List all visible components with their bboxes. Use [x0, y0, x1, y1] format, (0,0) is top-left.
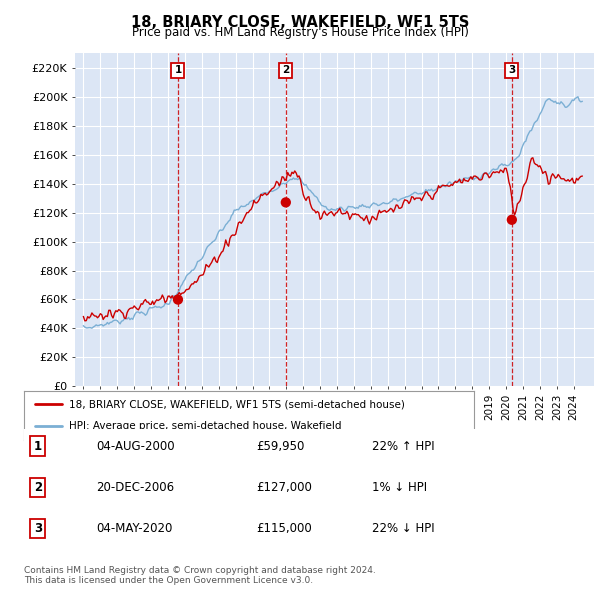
- Text: HPI: Average price, semi-detached house, Wakefield: HPI: Average price, semi-detached house,…: [69, 421, 341, 431]
- Text: 3: 3: [508, 65, 515, 76]
- Text: 22% ↓ HPI: 22% ↓ HPI: [372, 522, 434, 535]
- Text: 18, BRIARY CLOSE, WAKEFIELD, WF1 5TS (semi-detached house): 18, BRIARY CLOSE, WAKEFIELD, WF1 5TS (se…: [69, 399, 405, 409]
- Point: [507, 215, 517, 224]
- Text: Price paid vs. HM Land Registry's House Price Index (HPI): Price paid vs. HM Land Registry's House …: [131, 26, 469, 39]
- Text: 3: 3: [34, 522, 42, 535]
- Text: 2: 2: [34, 481, 42, 494]
- Text: £59,950: £59,950: [256, 440, 304, 453]
- Text: 18, BRIARY CLOSE, WAKEFIELD, WF1 5TS: 18, BRIARY CLOSE, WAKEFIELD, WF1 5TS: [131, 15, 469, 30]
- Point: [173, 295, 183, 304]
- Text: £115,000: £115,000: [256, 522, 311, 535]
- Text: 04-MAY-2020: 04-MAY-2020: [96, 522, 172, 535]
- Text: 1% ↓ HPI: 1% ↓ HPI: [372, 481, 427, 494]
- Text: £127,000: £127,000: [256, 481, 312, 494]
- Text: 1: 1: [175, 65, 182, 76]
- Point: [281, 198, 290, 207]
- Text: 2: 2: [282, 65, 289, 76]
- Text: 04-AUG-2000: 04-AUG-2000: [96, 440, 175, 453]
- Text: 20-DEC-2006: 20-DEC-2006: [96, 481, 174, 494]
- Text: Contains HM Land Registry data © Crown copyright and database right 2024.
This d: Contains HM Land Registry data © Crown c…: [24, 566, 376, 585]
- Text: 22% ↑ HPI: 22% ↑ HPI: [372, 440, 434, 453]
- Text: 1: 1: [34, 440, 42, 453]
